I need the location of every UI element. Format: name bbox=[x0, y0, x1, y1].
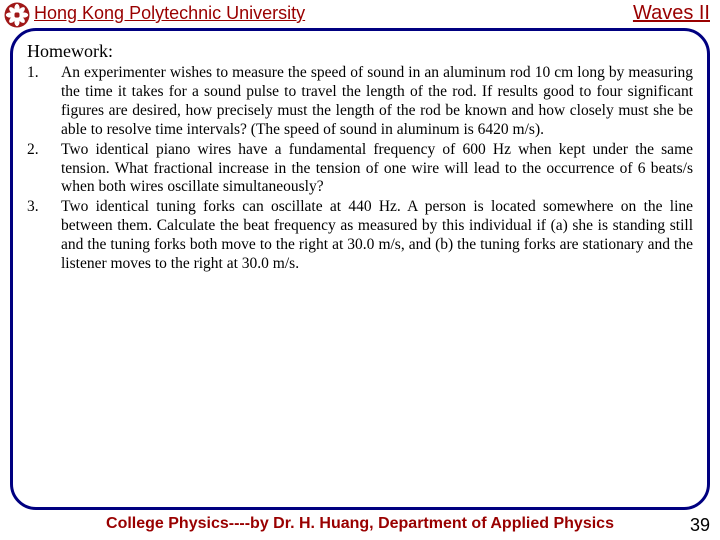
page-number: 39 bbox=[690, 515, 710, 536]
item-number: 2. bbox=[27, 141, 61, 198]
polyu-logo-icon bbox=[4, 2, 30, 28]
item-text: Two identical tuning forks can oscillate… bbox=[61, 198, 693, 274]
item-number: 3. bbox=[27, 198, 61, 274]
chapter-title: Waves II bbox=[633, 2, 710, 24]
slide-header: Hong Kong Polytechnic University Waves I… bbox=[0, 0, 720, 28]
footer-text: College Physics----by Dr. H. Huang, Depa… bbox=[0, 515, 720, 533]
item-number: 1. bbox=[27, 64, 61, 140]
slide-footer: College Physics----by Dr. H. Huang, Depa… bbox=[0, 512, 720, 536]
item-text: An experimenter wishes to measure the sp… bbox=[61, 64, 693, 140]
homework-item: 3. Two identical tuning forks can oscill… bbox=[27, 198, 693, 274]
homework-list: 1. An experimenter wishes to measure the… bbox=[27, 64, 693, 274]
homework-item: 2. Two identical piano wires have a fund… bbox=[27, 141, 693, 198]
item-text: Two identical piano wires have a fundame… bbox=[61, 141, 693, 198]
homework-item: 1. An experimenter wishes to measure the… bbox=[27, 64, 693, 140]
content-frame: Homework: 1. An experimenter wishes to m… bbox=[10, 28, 710, 510]
university-name: Hong Kong Polytechnic University bbox=[34, 2, 305, 24]
homework-heading: Homework: bbox=[27, 41, 693, 62]
